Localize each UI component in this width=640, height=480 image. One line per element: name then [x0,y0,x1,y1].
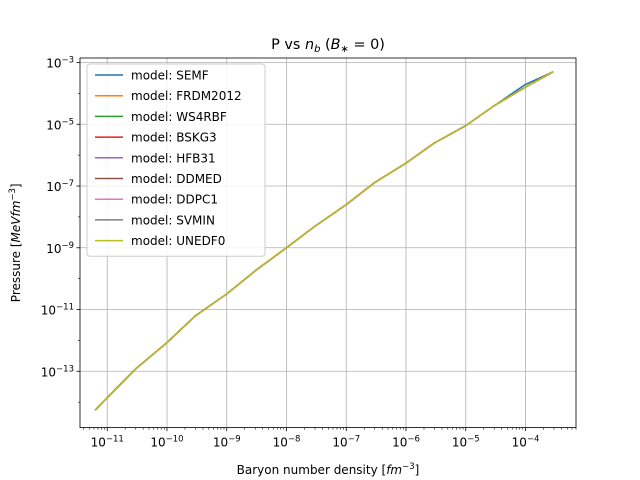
legend-label: model: SVMIN [131,213,215,227]
legend-label: model: FRDM2012 [131,89,242,103]
x-tick-label: 10−7 [332,435,360,450]
y-tick-label: 10−11 [41,303,74,318]
legend-label: model: UNEDF0 [131,234,225,248]
legend-label: model: BSKG3 [131,131,217,145]
legend-label: model: HFB31 [131,151,216,165]
x-axis-label: Baryon number density [fm−3] [237,462,420,477]
legend-label: model: WS4RBF [131,110,227,124]
x-tick-label: 10−11 [91,435,124,450]
legend-label: model: DDPC1 [131,193,218,207]
legend-label: model: DDMED [131,172,222,186]
y-tick-label: 10−9 [46,241,74,256]
y-tick-label: 10−3 [46,56,74,71]
y-tick-label: 10−5 [46,117,74,132]
series-line-8 [94,71,554,411]
y-tick-label: 10−13 [41,364,74,379]
legend-box [86,63,266,257]
x-tick-label: 10−4 [512,435,540,450]
y-axis-ticks: 10−13 10−11 10−9 10−7 10−5 10−3 [41,56,80,403]
x-tick-label: 10−10 [150,435,183,450]
legend-label: model: SEMF [131,69,209,83]
x-tick-label: 10−5 [452,435,480,450]
chart-title: P vs nb (B∗ = 0) [271,37,385,55]
legend: model: SEMF model: FRDM2012 model: WS4RBF m… [86,63,266,257]
y-axis-label: Pressure [MeVfm−3] [8,183,23,302]
x-axis-ticks: 10−11 10−10 10−9 10−8 10−7 10−6 10−5 10−4 [83,427,577,450]
x-tick-label: 10−8 [273,435,301,450]
x-tick-label: 10−6 [392,435,420,450]
x-tick-label: 10−9 [213,435,241,450]
series-lines [94,71,554,411]
y-tick-label: 10−7 [46,179,74,194]
